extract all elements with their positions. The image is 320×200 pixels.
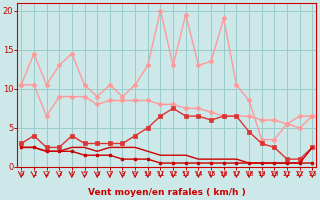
X-axis label: Vent moyen/en rafales ( km/h ): Vent moyen/en rafales ( km/h ) bbox=[88, 188, 246, 197]
